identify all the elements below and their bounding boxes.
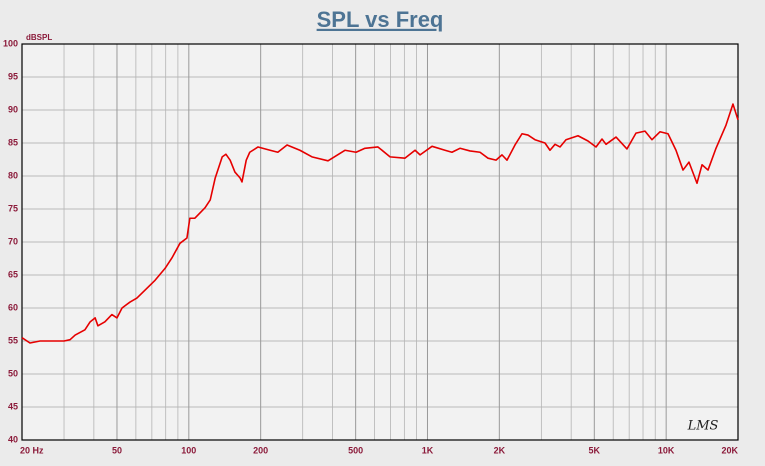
chart-title: SPL vs Freq xyxy=(317,7,444,32)
x-tick-label: 10K xyxy=(658,445,675,455)
y-tick-label: 40 xyxy=(8,434,18,444)
y-tick-label: 90 xyxy=(8,104,18,114)
x-tick-label: 1K xyxy=(422,445,434,455)
x-tick-label: 200 xyxy=(253,445,268,455)
y-tick-label: 55 xyxy=(8,335,18,345)
y-tick-label: 80 xyxy=(8,170,18,180)
watermark: LMS xyxy=(687,419,719,434)
x-tick-label: 5K xyxy=(589,445,601,455)
x-tick-label: 500 xyxy=(348,445,363,455)
y-tick-label: 100 xyxy=(3,38,18,48)
x-tick-label: 20 Hz xyxy=(20,445,44,455)
y-tick-label: 95 xyxy=(8,71,18,81)
y-tick-label: 70 xyxy=(8,236,18,246)
x-tick-label: 100 xyxy=(181,445,196,455)
y-tick-label: 65 xyxy=(8,269,18,279)
y-tick-label: 75 xyxy=(8,203,18,213)
x-tick-label: 50 xyxy=(112,445,122,455)
y-tick-label: 45 xyxy=(8,401,18,411)
plot-border xyxy=(21,43,739,441)
y-tick-label: 60 xyxy=(8,302,18,312)
y-tick-label: 50 xyxy=(8,368,18,378)
x-tick-label: 2K xyxy=(494,445,506,455)
x-tick-label: 20K xyxy=(721,445,738,455)
y-tick-label: 85 xyxy=(8,137,18,147)
spl-line xyxy=(21,103,739,344)
y-axis-label: dBSPL xyxy=(26,33,52,42)
